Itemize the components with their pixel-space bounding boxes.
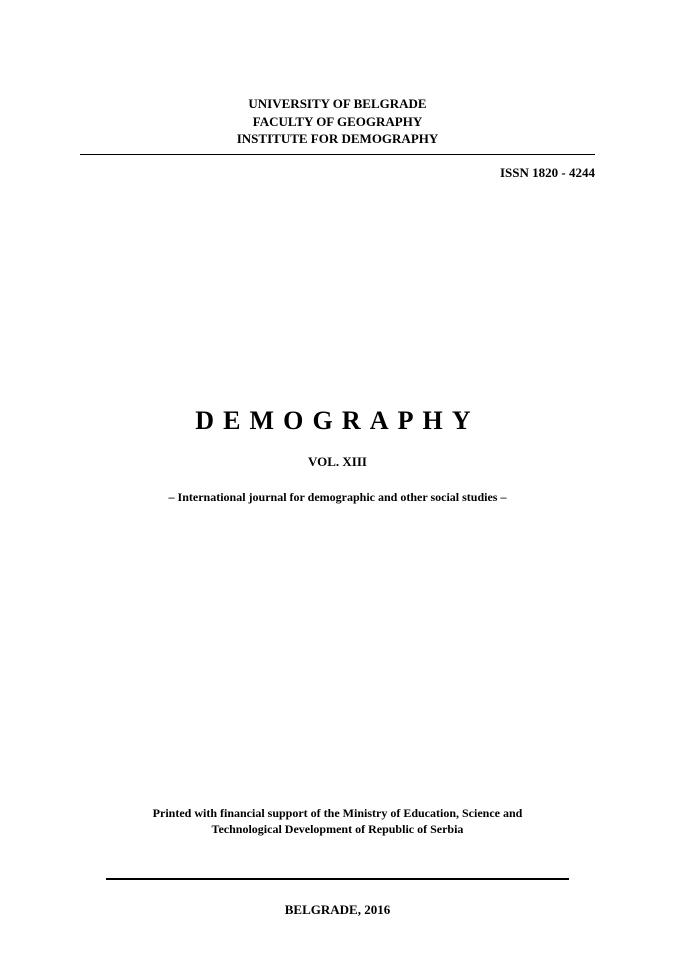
title-block: DEMOGRAPHY VOL. XIII – International jou… — [80, 406, 595, 505]
document-page: UNIVERSITY OF BELGRADE FACULTY OF GEOGRA… — [0, 0, 675, 953]
support-line-2: Technological Development of Republic of… — [80, 821, 595, 838]
main-title: DEMOGRAPHY — [80, 406, 595, 436]
volume-label: VOL. XIII — [80, 454, 595, 470]
support-line-1: Printed with financial support of the Mi… — [80, 805, 595, 822]
footer-text: BELGRADE, 2016 — [285, 902, 390, 918]
issn-label: ISSN 1820 - 4244 — [80, 165, 595, 181]
header-rule — [80, 154, 595, 155]
footer-rule — [106, 878, 570, 880]
support-block: Printed with financial support of the Mi… — [80, 805, 595, 839]
institution-line-2: FACULTY OF GEOGRAPHY — [80, 113, 595, 131]
header-block: UNIVERSITY OF BELGRADE FACULTY OF GEOGRA… — [80, 95, 595, 155]
subtitle: – International journal for demographic … — [80, 490, 595, 505]
institution-line-1: UNIVERSITY OF BELGRADE — [80, 95, 595, 113]
institution-line-3: INSTITUTE FOR DEMOGRAPHY — [80, 130, 595, 148]
